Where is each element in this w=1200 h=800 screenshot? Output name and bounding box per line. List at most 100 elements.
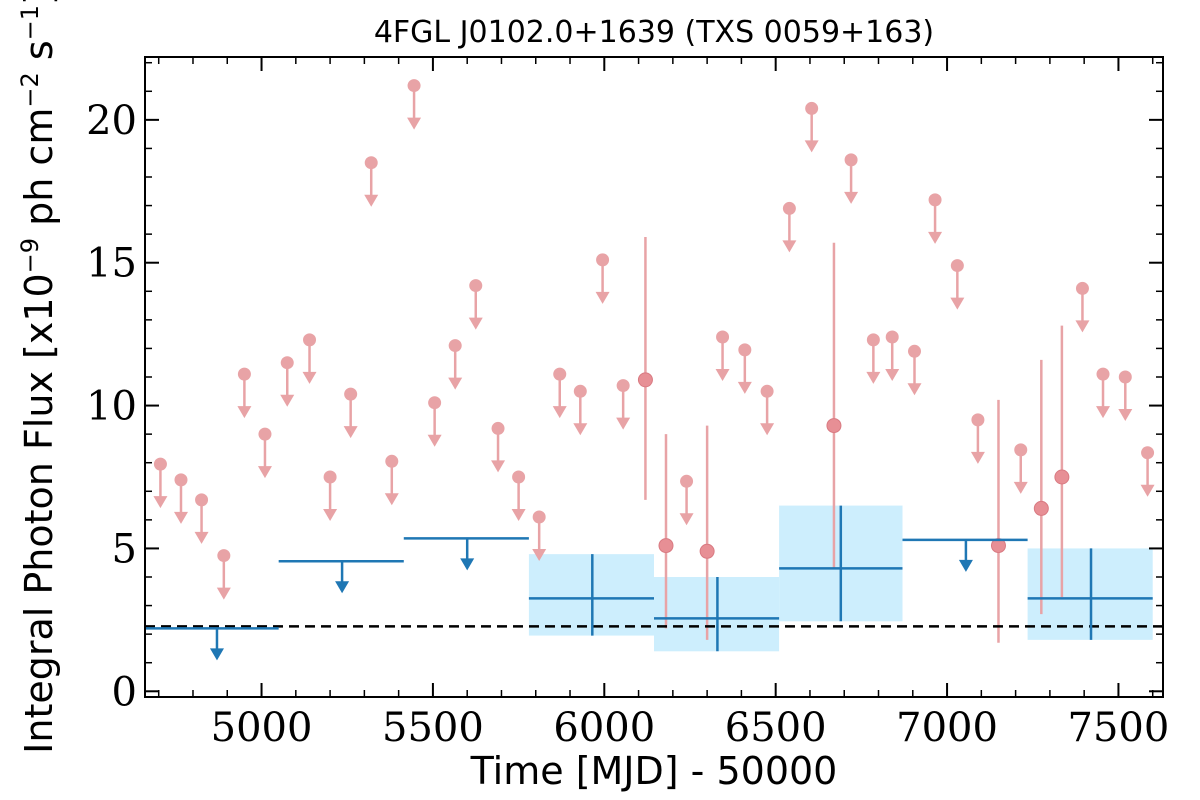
x-tick-label-3: 6500 bbox=[725, 705, 827, 751]
upper-limit-point-1 bbox=[174, 473, 188, 487]
upper-limit-point-15 bbox=[469, 279, 483, 293]
upper-limit-point-25 bbox=[738, 343, 752, 357]
upper-limit-arrow-38 bbox=[1096, 406, 1111, 419]
upper-limit-point-14 bbox=[448, 339, 462, 353]
upper-limit-arrow-5 bbox=[257, 466, 272, 479]
upper-limit-point-36 bbox=[1014, 443, 1028, 457]
upper-limit-point-34 bbox=[950, 259, 964, 273]
upper-limit-point-4 bbox=[237, 367, 251, 381]
upper-limit-point-2 bbox=[195, 493, 209, 507]
upper-limit-point-21 bbox=[596, 253, 610, 267]
y-tick-label-3: 15 bbox=[86, 241, 137, 287]
upper-limit-point-8 bbox=[323, 470, 337, 484]
y-axis-label-exp3: −1 bbox=[16, 5, 44, 40]
upper-limit-point-32 bbox=[907, 344, 921, 358]
binned-upper-limit-arrow-2 bbox=[460, 558, 475, 571]
y-tick-label-1: 5 bbox=[112, 526, 137, 572]
upper-limit-point-31 bbox=[885, 330, 899, 344]
upper-limit-point-35 bbox=[971, 413, 985, 427]
upper-limit-point-37 bbox=[1075, 281, 1089, 295]
upper-limit-point-18 bbox=[532, 510, 546, 524]
upper-limit-arrow-4 bbox=[237, 406, 252, 419]
upper-limit-arrow-34 bbox=[950, 297, 965, 310]
detection-point-0 bbox=[637, 372, 653, 388]
upper-limit-arrow-22 bbox=[616, 417, 631, 430]
upper-limit-point-27 bbox=[782, 201, 796, 215]
upper-limit-arrow-18 bbox=[532, 549, 547, 561]
y-axis-label: Integral Photon Flux [x10−9 ph cm−2 s−1] bbox=[16, 0, 61, 754]
plot-area bbox=[145, 79, 1163, 661]
upper-limit-point-16 bbox=[491, 421, 505, 435]
upper-limit-arrow-37 bbox=[1075, 320, 1090, 333]
upper-limit-point-22 bbox=[616, 379, 630, 393]
upper-limit-point-17 bbox=[512, 470, 526, 484]
upper-limit-point-19 bbox=[553, 367, 567, 381]
upper-limit-point-7 bbox=[303, 333, 317, 347]
upper-limit-arrow-1 bbox=[173, 511, 188, 524]
x-tick-label-2: 6000 bbox=[553, 705, 655, 751]
detection-point-6 bbox=[1054, 469, 1070, 485]
upper-limit-point-26 bbox=[760, 384, 774, 398]
upper-limit-arrow-30 bbox=[866, 371, 881, 384]
upper-limit-point-28 bbox=[805, 101, 819, 115]
upper-limit-arrow-32 bbox=[907, 383, 922, 396]
upper-limit-arrow-40 bbox=[1140, 484, 1155, 497]
upper-limit-arrow-7 bbox=[302, 371, 317, 384]
y-axis-label-exp2: −2 bbox=[16, 72, 44, 107]
x-tick-label-4: 7000 bbox=[896, 705, 998, 751]
upper-limit-arrow-36 bbox=[1013, 481, 1028, 494]
axis-ticks: 5000 5500 6000 6500 7000 7500 0 5 10 15 20 bbox=[86, 57, 1169, 751]
upper-limit-arrow-2 bbox=[194, 531, 209, 544]
detection-point-1 bbox=[658, 538, 674, 554]
upper-limit-arrow-9 bbox=[343, 426, 358, 439]
x-axis-label: Time [MJD] - 50000 bbox=[470, 749, 838, 793]
upper-limit-arrow-19 bbox=[552, 406, 567, 419]
binned-upper-limit-arrow-1 bbox=[335, 581, 350, 594]
upper-limit-point-39 bbox=[1118, 370, 1132, 384]
upper-limit-arrow-14 bbox=[448, 377, 463, 390]
upper-limit-point-0 bbox=[153, 457, 167, 471]
upper-limit-point-29 bbox=[844, 153, 858, 167]
upper-limit-arrow-11 bbox=[384, 493, 399, 506]
upper-limit-point-10 bbox=[364, 156, 378, 170]
x-tick-label-0: 5000 bbox=[211, 705, 313, 751]
upper-limit-arrow-12 bbox=[407, 117, 422, 130]
upper-limit-arrow-24 bbox=[715, 369, 730, 381]
upper-limit-point-24 bbox=[716, 330, 730, 344]
upper-limit-arrow-17 bbox=[511, 509, 526, 521]
upper-limit-point-3 bbox=[217, 549, 231, 563]
upper-limit-point-33 bbox=[928, 193, 942, 207]
binned-upper-limit-arrow-3 bbox=[958, 559, 973, 572]
upper-limit-arrow-15 bbox=[468, 317, 483, 330]
y-axis-label-exp1: −9 bbox=[16, 238, 44, 273]
upper-limit-point-9 bbox=[344, 387, 358, 401]
upper-limit-point-40 bbox=[1141, 446, 1155, 460]
upper-limit-arrow-23 bbox=[679, 513, 694, 526]
upper-limit-arrow-26 bbox=[760, 423, 775, 436]
y-tick-label-0: 0 bbox=[112, 669, 137, 715]
upper-limit-point-11 bbox=[385, 454, 399, 468]
upper-limit-arrow-8 bbox=[323, 509, 338, 521]
upper-limit-point-5 bbox=[258, 427, 272, 441]
upper-limit-point-30 bbox=[866, 333, 880, 347]
upper-limit-arrow-10 bbox=[364, 194, 379, 207]
upper-limit-arrow-35 bbox=[970, 451, 985, 464]
upper-limit-arrow-28 bbox=[804, 140, 819, 153]
x-tick-label-5: 7500 bbox=[1068, 705, 1170, 751]
upper-limit-arrow-6 bbox=[280, 394, 295, 407]
upper-limit-point-23 bbox=[680, 474, 694, 488]
y-axis-label-mid: ph cm bbox=[17, 108, 61, 238]
binned-upper-limit-arrow-0 bbox=[209, 648, 224, 661]
upper-limit-arrow-20 bbox=[573, 423, 588, 436]
upper-limit-point-38 bbox=[1096, 367, 1110, 381]
x-tick-label-1: 5500 bbox=[382, 705, 484, 751]
upper-limit-arrow-13 bbox=[427, 434, 442, 447]
upper-limit-arrow-29 bbox=[844, 191, 859, 204]
y-tick-label-2: 10 bbox=[86, 384, 137, 430]
upper-limit-arrow-0 bbox=[153, 496, 168, 509]
detection-point-4 bbox=[990, 538, 1006, 554]
detection-point-5 bbox=[1033, 500, 1049, 516]
upper-limit-arrow-39 bbox=[1118, 409, 1133, 421]
y-axis-label-suffix: ] bbox=[17, 0, 61, 5]
